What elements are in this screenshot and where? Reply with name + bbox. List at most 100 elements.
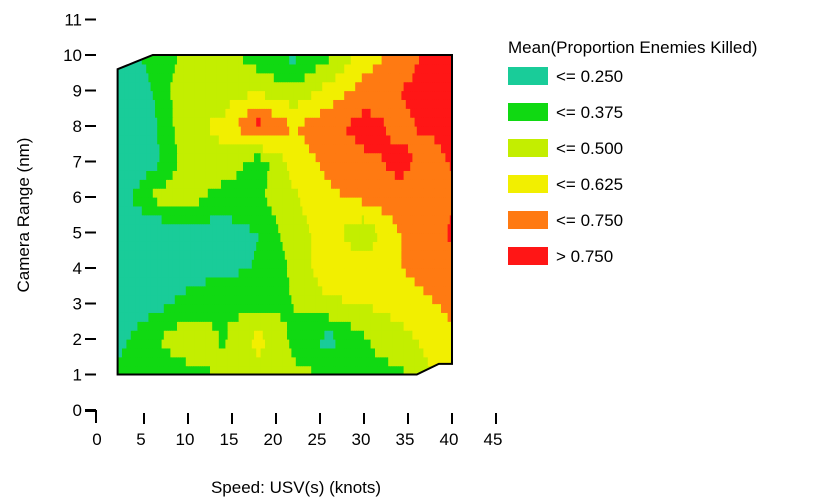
contour-cell [210, 339, 213, 349]
contour-cell [423, 152, 427, 163]
contour-cell [377, 170, 380, 180]
contour-cell [441, 312, 444, 322]
contour-cell [401, 126, 405, 136]
contour-cell [295, 143, 299, 154]
contour-cell [166, 152, 169, 163]
contour-cell [350, 365, 354, 375]
contour-cell [119, 205, 123, 216]
contour-cell [386, 347, 389, 358]
contour-cell [392, 81, 396, 92]
contour-cell [361, 99, 365, 109]
contour-cell [357, 330, 361, 340]
contour-cell [234, 214, 237, 225]
contour-cell [225, 241, 229, 251]
contour-cell [128, 312, 132, 322]
contour-cell [214, 99, 218, 109]
contour-cell [271, 161, 275, 171]
contour-cell [381, 99, 385, 109]
contour-cell [443, 214, 446, 225]
contour-cell [293, 276, 297, 287]
contour-cell [430, 197, 433, 207]
contour-cell [331, 232, 334, 242]
contour-cell [122, 356, 125, 367]
contour-cell [210, 268, 213, 278]
contour-cell [425, 294, 429, 305]
contour-cell [366, 152, 369, 163]
contour-cell [190, 276, 193, 287]
contour-cell [130, 117, 134, 127]
contour-cell [295, 214, 299, 225]
contour-cell [359, 330, 363, 340]
contour-cell [225, 250, 229, 260]
contour-cell [139, 161, 143, 171]
contour-cell [183, 268, 187, 278]
contour-cell [392, 321, 396, 331]
contour-cell [249, 188, 253, 198]
contour-cell [137, 134, 141, 145]
contour-cell [416, 285, 420, 296]
contour-cell [449, 365, 452, 375]
contour-cell [304, 223, 308, 234]
contour-cell [234, 294, 237, 305]
contour-cell [386, 356, 389, 367]
contour-cell [254, 143, 257, 154]
contour-cell [262, 134, 266, 145]
contour-cell [122, 365, 125, 375]
contour-cell [161, 214, 165, 225]
contour-cell [172, 312, 176, 322]
contour-cell [449, 99, 452, 109]
contour-cell [427, 170, 431, 180]
contour-cell [207, 99, 211, 109]
contour-cell [278, 143, 281, 154]
contour-cell [339, 197, 343, 207]
contour-cell [185, 188, 189, 198]
contour-cell [304, 321, 308, 331]
contour-cell [258, 152, 262, 163]
contour-cell [370, 241, 374, 251]
contour-cell [194, 303, 198, 313]
contour-cell [238, 170, 242, 180]
contour-cell [357, 214, 361, 225]
contour-cell [199, 232, 202, 242]
contour-cell [390, 179, 394, 189]
contour-cell [192, 214, 196, 225]
contour-cell [280, 179, 284, 189]
contour-cell [119, 268, 123, 278]
contour-cell [227, 197, 231, 207]
contour-cell [133, 303, 136, 313]
contour-cell [201, 179, 204, 189]
contour-cell [355, 117, 358, 127]
contour-cell [328, 205, 332, 216]
contour-cell [423, 197, 427, 207]
contour-cell [216, 152, 220, 163]
contour-cell [166, 285, 169, 296]
contour-cell [139, 330, 143, 340]
contour-cell [247, 108, 251, 118]
contour-cell [412, 339, 416, 349]
contour-cell [174, 294, 178, 305]
contour-cell [311, 143, 314, 154]
contour-cell [168, 330, 171, 340]
contour-cell [240, 347, 244, 358]
contour-cell [346, 81, 350, 92]
contour-cell [192, 179, 196, 189]
contour-cell [394, 223, 398, 234]
contour-cell [372, 188, 376, 198]
contour-cell [405, 179, 409, 189]
contour-cell [331, 90, 334, 100]
contour-cell [364, 241, 367, 251]
contour-cell [240, 294, 244, 305]
contour-cell [434, 108, 438, 118]
contour-cell [227, 179, 231, 189]
contour-cell [350, 356, 354, 367]
contour-cell [157, 143, 160, 154]
contour-cell [366, 232, 369, 242]
contour-cell [159, 214, 163, 225]
contour-cell [240, 356, 244, 367]
contour-cell [372, 347, 376, 358]
contour-cell [238, 117, 242, 127]
contour-cell [403, 161, 407, 171]
contour-cell [234, 321, 237, 331]
contour-cell [166, 117, 169, 127]
contour-cell [386, 161, 389, 171]
